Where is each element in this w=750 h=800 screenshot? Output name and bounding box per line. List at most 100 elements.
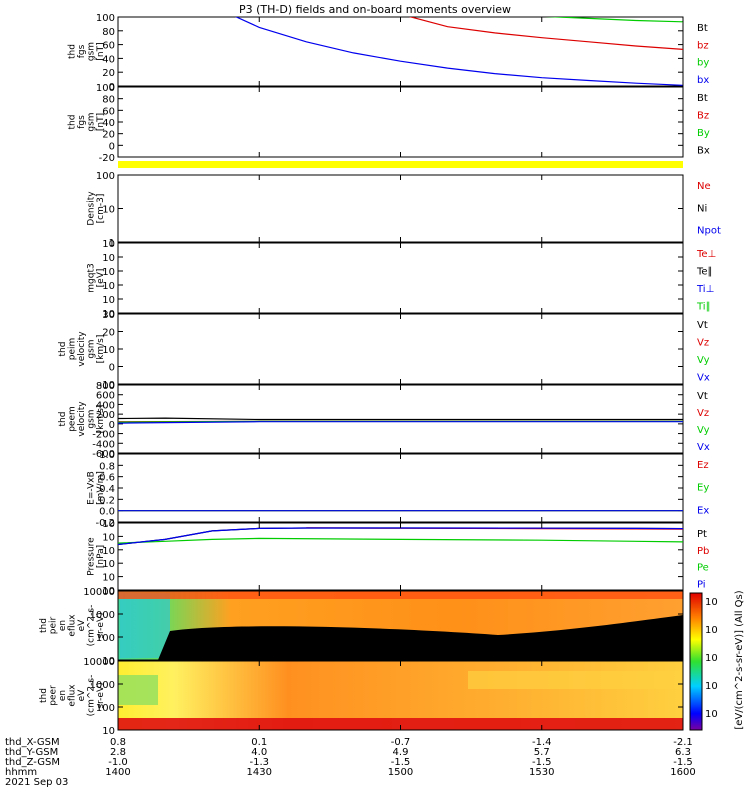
y-axis-label: velocity	[77, 401, 87, 437]
y-tick-label: 20	[102, 328, 115, 339]
legend-Te⊥: Te⊥	[696, 249, 716, 260]
y-axis-label: eflux	[68, 614, 78, 637]
ephemeris-value: 6.3	[675, 747, 691, 758]
y-tick-label: 0.0	[99, 507, 115, 518]
legend-Vz: Vz	[697, 338, 709, 349]
panel-elec-spec: 10000 1000 100 10 thd peer en eflux eV (cm^2-s-sr…	[39, 657, 684, 737]
ephemeris-label: thd_Y-GSM	[5, 747, 58, 758]
y-axis-label: en	[58, 690, 68, 701]
y-axis-label: thd	[68, 115, 78, 130]
series-Pi	[117, 527, 684, 546]
y-tick-label: 80	[102, 27, 115, 38]
y-tick-label: 0.4	[99, 484, 115, 495]
legend-by: by	[697, 58, 709, 69]
legend-Ti∥: Ti∥	[696, 302, 711, 313]
y-tick-label: 100	[96, 13, 115, 24]
y-axis-label: thd	[68, 44, 78, 59]
series-Vx	[118, 353, 683, 357]
panel-frame	[117, 242, 684, 314]
ephemeris-value: -1.5	[673, 757, 693, 768]
spectrogram-cold-region	[120, 593, 170, 658]
spectrogram-noise-floor	[158, 615, 683, 660]
y-tick-label: 100	[96, 633, 115, 644]
panel-ion-spec: 10000 1000 100 10 thd peir en eflux eV (cm^2-s-sr…	[39, 587, 684, 667]
y-axis-label: peem	[68, 406, 78, 432]
ephemeris-value: 1400	[105, 767, 130, 778]
legend-Vy: Vy	[697, 355, 710, 366]
y-axis-label: velocity	[77, 331, 87, 367]
y-axis-label: gsm	[87, 409, 97, 428]
panel-efield: 1.00.80.60.40.20.0-0.2 E=-VxB [mV/m] Ez Ey Ex	[87, 450, 710, 529]
y-tick-label: 1	[109, 238, 115, 249]
panel-frame	[117, 86, 684, 158]
y-axis-label: Pressure	[87, 537, 97, 576]
page-title: P3 (TH-D) fields and on-board moments ov…	[239, 3, 511, 16]
y-axis-label: sr-eV)	[96, 612, 106, 638]
y-tick-label: 10000	[83, 657, 115, 668]
y-axis-label: [nT]	[96, 113, 106, 131]
ephemeris-value: -0.7	[391, 737, 411, 748]
legend-Vt: Vt	[697, 391, 708, 402]
y-tick-label: 10	[102, 253, 115, 264]
series-by	[544, 17, 683, 23]
series-Npot	[330, 178, 683, 217]
y-tick-label: 600	[96, 391, 115, 402]
legend-Vy: Vy	[697, 425, 710, 436]
ephemeris-label: hhmm	[5, 767, 37, 778]
ephemeris-label: thd_X-GSM	[5, 737, 60, 748]
y-axis-label: thd	[39, 618, 49, 633]
y-tick-label: -400	[92, 439, 115, 450]
y-axis-label: Density	[87, 191, 97, 226]
y-axis-label: [eV]	[96, 269, 106, 288]
y-tick-label: 10000	[83, 587, 115, 598]
y-axis-label: thd	[58, 342, 68, 357]
y-tick-label: 0	[109, 420, 115, 431]
y-tick-label: 10	[102, 295, 115, 306]
y-tick-label: 10	[102, 726, 115, 737]
y-tick-label: 0	[109, 82, 115, 93]
y-tick-label: 10	[102, 546, 115, 557]
y-axis-label: [mV/m]	[96, 471, 106, 505]
series-Ni	[118, 180, 683, 234]
y-tick-label: 20	[102, 130, 115, 141]
ephemeris-value: 5.7	[534, 747, 550, 758]
legend-Pb: Pb	[697, 546, 709, 557]
series-Vt	[117, 417, 683, 421]
y-tick-label: -0.2	[95, 518, 115, 529]
legend-Ti⊥: Ti⊥	[696, 284, 714, 295]
y-axis-label: [km/s]	[96, 335, 106, 364]
data-quality-bar	[118, 161, 683, 168]
y-tick-label: 0	[109, 363, 115, 374]
legend-Bt: Bt	[697, 23, 708, 34]
panel-pressure: 10 10 10 10 10 10 Pressure [nPa] Pt Pb Pe Pi	[87, 519, 710, 597]
colorbar	[689, 592, 703, 731]
legend-bx: bx	[697, 75, 709, 86]
y-axis-label: en	[58, 620, 68, 631]
y-tick-label: 10	[102, 656, 115, 667]
ephemeris-value: 4.9	[393, 747, 409, 758]
ephemeris-value: 4.0	[251, 747, 267, 758]
colorbar-tick: 10	[705, 625, 718, 636]
spectrogram-cold-region	[118, 675, 158, 705]
ephemeris-value: -1.5	[532, 757, 552, 768]
y-axis-label: peir	[49, 616, 59, 634]
y-tick-label: -10	[99, 380, 115, 391]
series-Ne	[118, 212, 683, 234]
panel-temp: 10 10 10 10 10 10 mgqt3 [eV] Te⊥ Te∥ Ti⊥ Ti∥	[87, 239, 717, 320]
series-Vz	[118, 345, 683, 356]
legend-Vz: Vz	[697, 408, 709, 419]
y-tick-label: 1000	[90, 680, 115, 691]
legend-Npot: Npot	[697, 226, 721, 237]
y-tick-label: 0.2	[99, 495, 115, 506]
y-tick-label: 60	[102, 106, 115, 117]
series-bz	[408, 17, 683, 50]
y-tick-label: -200	[92, 430, 115, 441]
legend-Te∥: Te∥	[696, 267, 713, 278]
y-tick-label: 200	[96, 410, 115, 421]
ephemeris-value: 1430	[247, 767, 272, 778]
y-tick-label: 400	[96, 400, 115, 411]
y-tick-label: 1000	[90, 610, 115, 621]
